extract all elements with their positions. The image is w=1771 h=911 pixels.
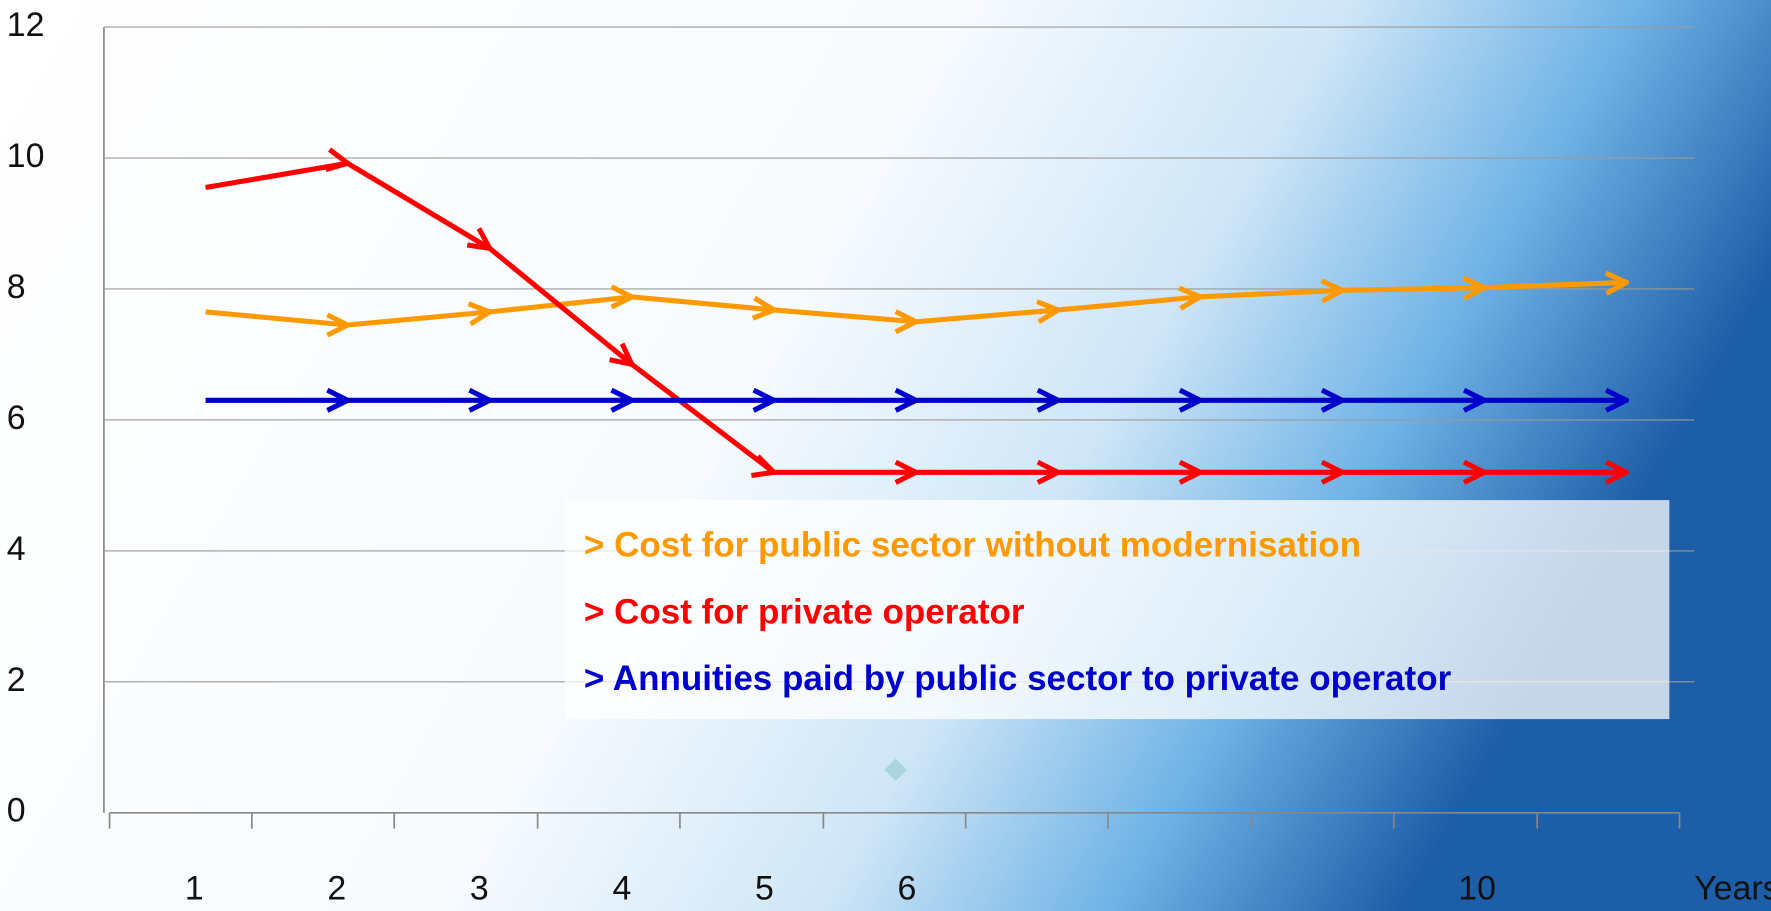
- x-axis-label: Years: [1694, 870, 1771, 908]
- x-tick-label: 1: [185, 870, 204, 908]
- x-tick-label: 5: [755, 870, 774, 908]
- x-tick-label: 4: [612, 870, 631, 908]
- legend-entry: > Cost for private operator: [584, 592, 1025, 631]
- legend-entry: > Annuities paid by public sector to pri…: [584, 659, 1452, 698]
- y-tick-label: 8: [7, 268, 26, 306]
- y-tick-label: 4: [7, 530, 26, 568]
- x-tick-label: 3: [470, 870, 489, 908]
- background: [0, 0, 1771, 911]
- x-tick-label: 2: [327, 870, 346, 908]
- y-tick-label: 2: [7, 661, 26, 699]
- y-tick-label: 6: [7, 399, 26, 437]
- x-tick-label: 6: [898, 870, 917, 908]
- y-tick-label: 12: [7, 6, 45, 44]
- page: {"chart_data": {"type": "line", "categor…: [0, 0, 1771, 911]
- y-tick-label: 0: [7, 792, 26, 830]
- chart: Years 02468101212345610> Cost for public…: [0, 0, 1771, 911]
- y-tick-label: 10: [7, 137, 45, 175]
- legend-entry: > Cost for public sector without moderni…: [584, 526, 1361, 565]
- x-tick-label: 10: [1458, 870, 1496, 908]
